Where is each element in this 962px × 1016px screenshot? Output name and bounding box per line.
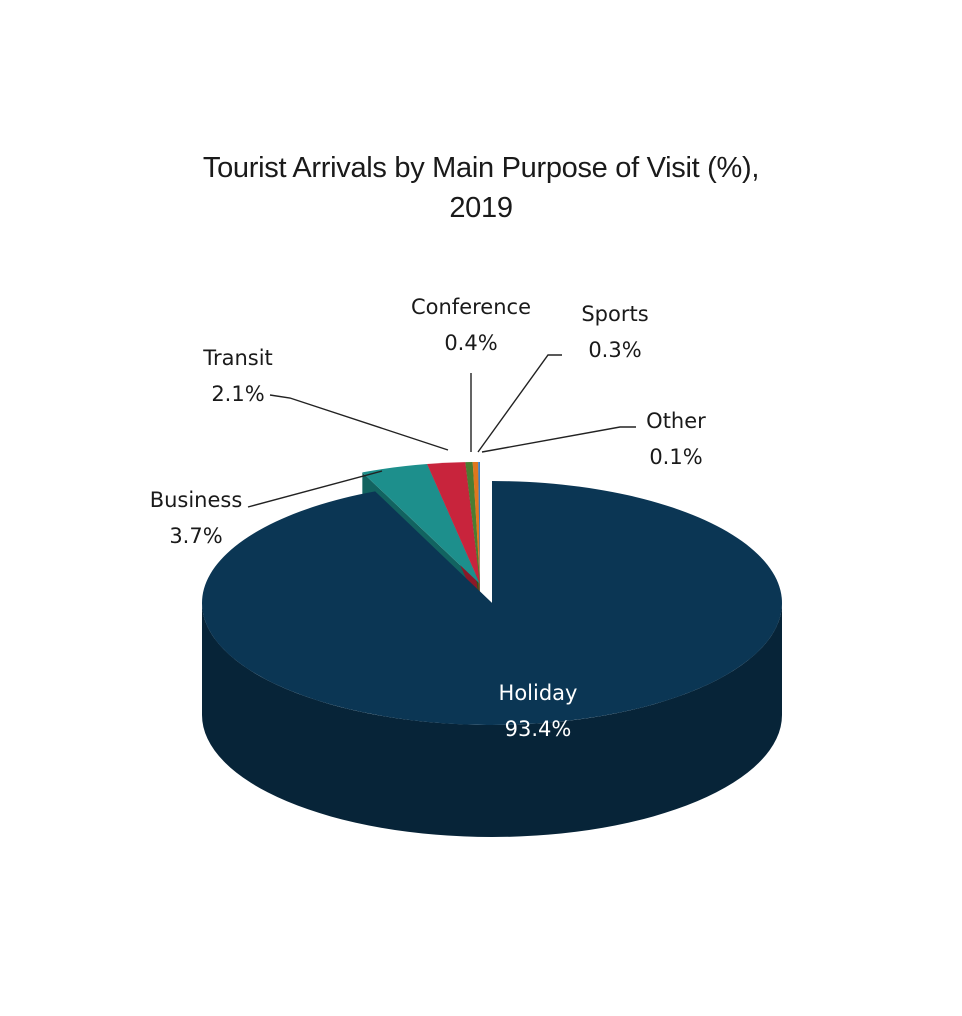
chart-title-line-1: Tourist Arrivals by Main Purpose of Visi… bbox=[202, 152, 760, 184]
holiday-slice-side bbox=[202, 603, 782, 837]
conference-label: Conference bbox=[411, 295, 531, 319]
business-slice bbox=[362, 464, 480, 584]
holiday-label: Holiday bbox=[499, 681, 578, 705]
holiday-value-label: 93.4% bbox=[505, 717, 572, 741]
chart-title-line-2: 2019 bbox=[449, 192, 513, 224]
sports-leader-line bbox=[477, 354, 562, 453]
slice-labels: Holiday 93.4% Business 3.7% Transit 2.1% Confe… bbox=[150, 295, 706, 741]
conference-value-label: 0.4% bbox=[444, 331, 497, 355]
business-value-label: 3.7% bbox=[169, 524, 222, 548]
conference-slice bbox=[465, 462, 480, 584]
leader-lines bbox=[247, 354, 636, 508]
transit-label: Transit bbox=[202, 346, 273, 370]
transit-value-label: 2.1% bbox=[211, 382, 264, 406]
business-label: Business bbox=[150, 488, 243, 512]
holiday-slice bbox=[201, 481, 782, 725]
other-label: Other bbox=[646, 409, 706, 433]
business-leader-line bbox=[247, 470, 383, 508]
other-value-label: 0.1% bbox=[649, 445, 702, 469]
transit-slice bbox=[427, 462, 480, 584]
other-slice bbox=[478, 462, 480, 584]
sports-label: Sports bbox=[581, 302, 648, 326]
other-leader-line bbox=[481, 426, 636, 453]
pie-top-faces bbox=[201, 462, 782, 725]
sports-slice bbox=[472, 462, 480, 584]
transit-leader-line bbox=[269, 394, 449, 451]
sports-value-label: 0.3% bbox=[588, 338, 641, 362]
